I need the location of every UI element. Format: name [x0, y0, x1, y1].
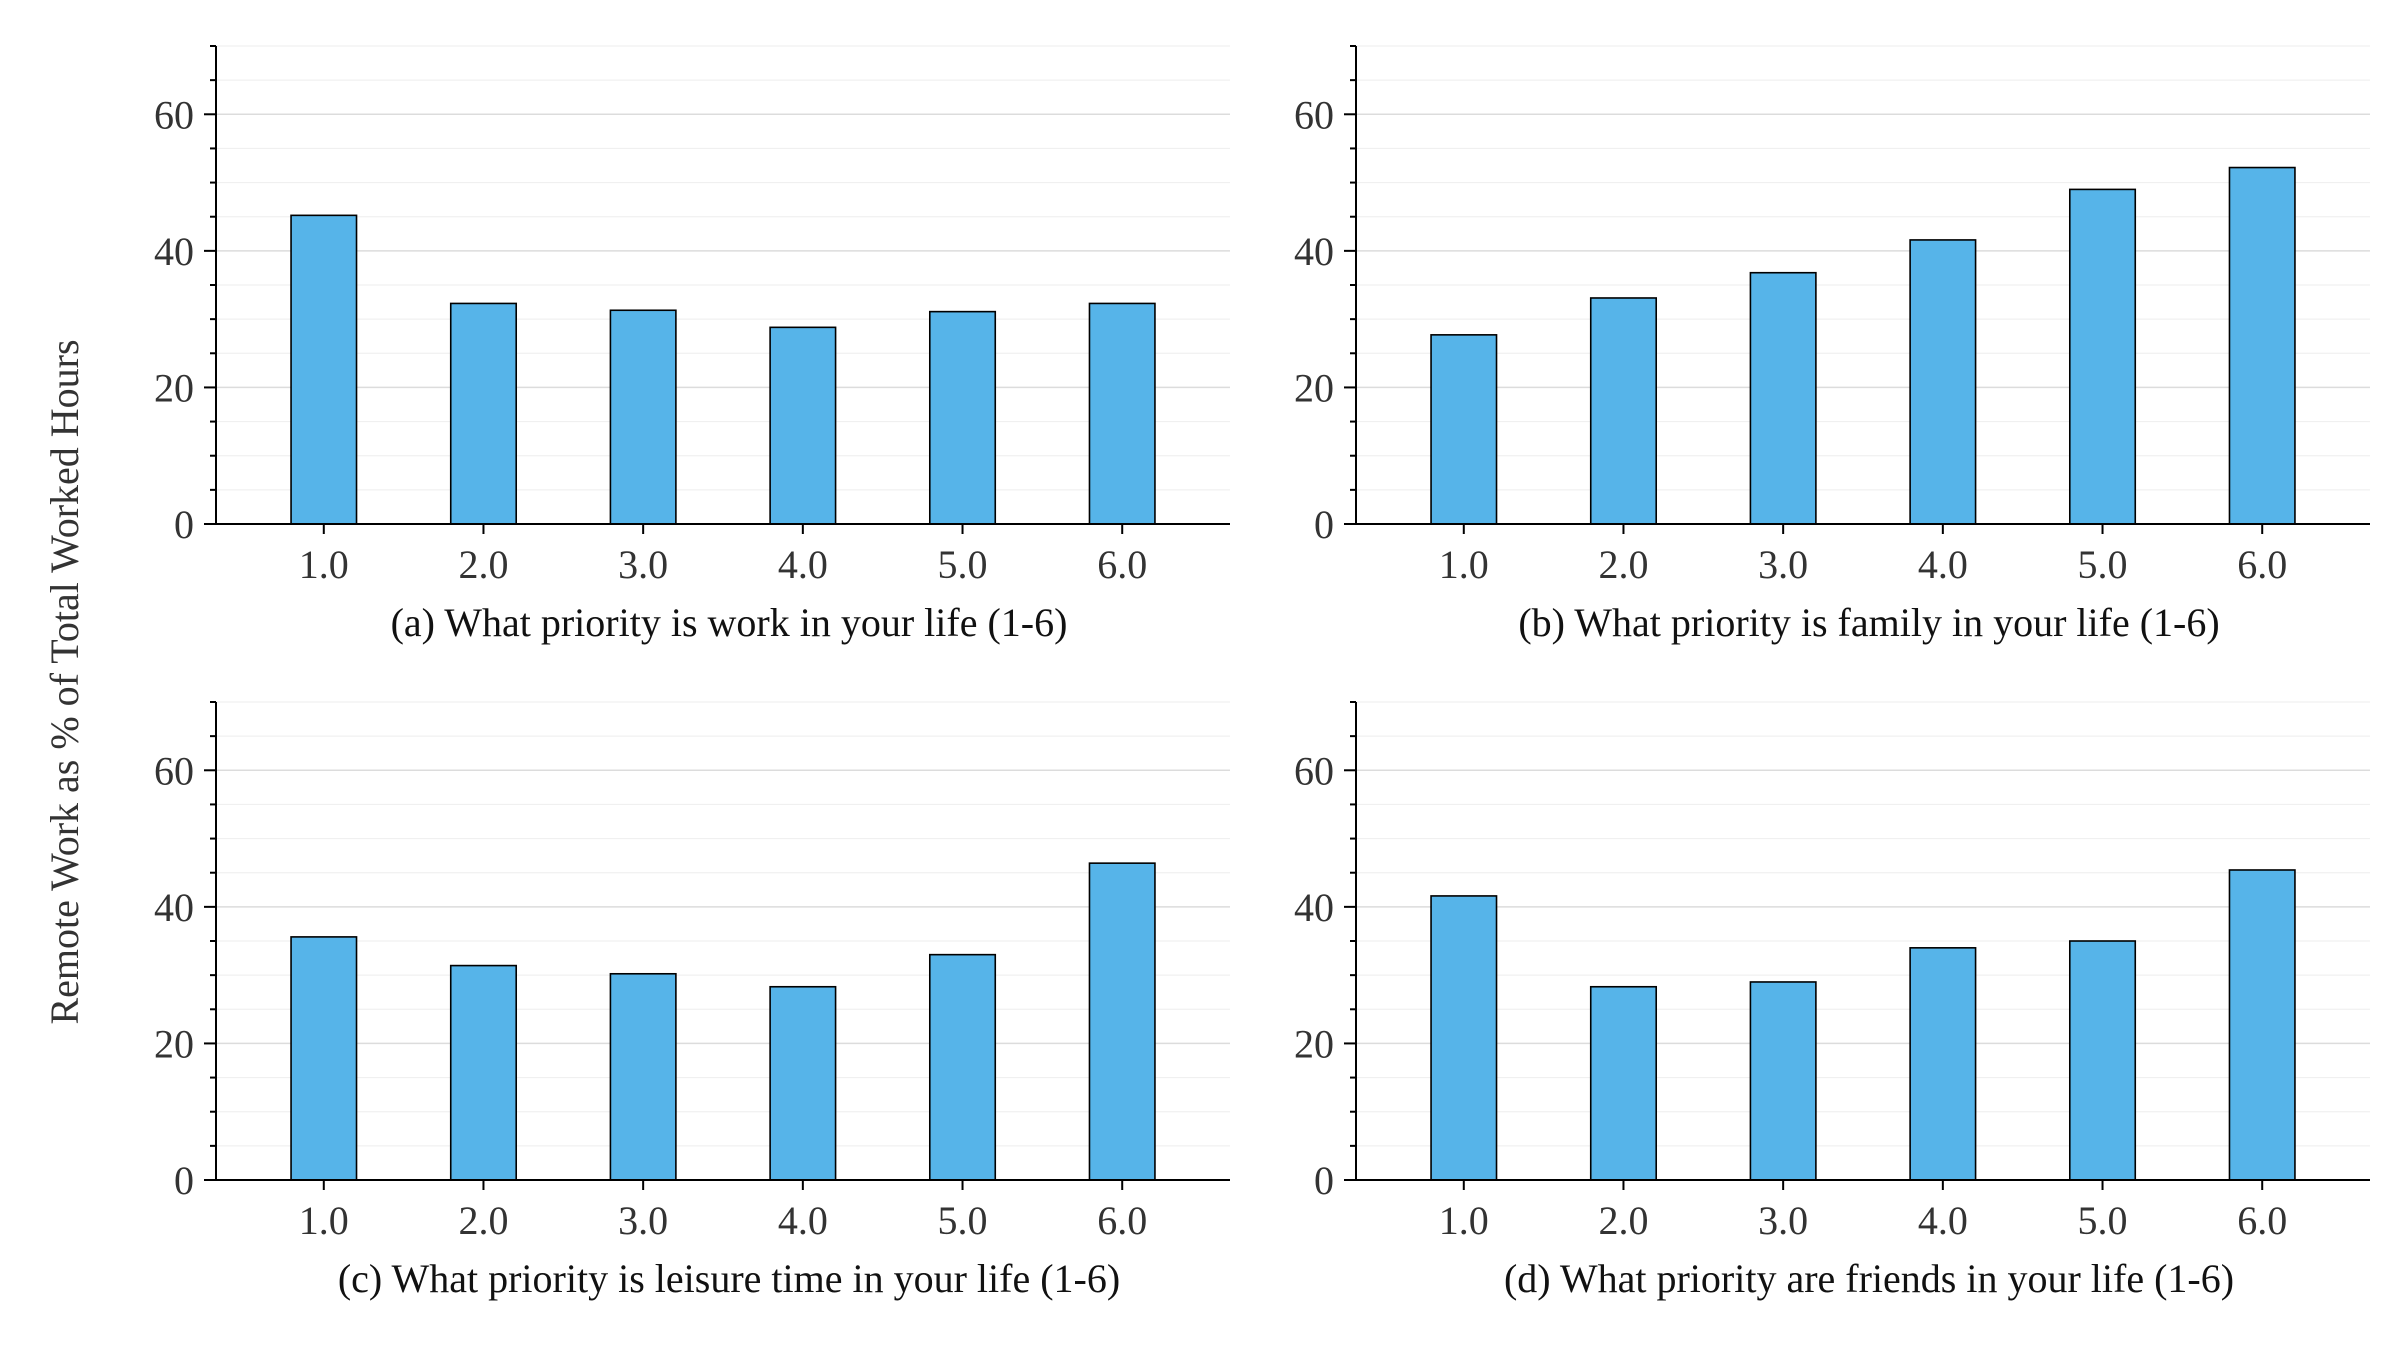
y-tick-label: 20 [154, 1021, 194, 1066]
x-tick-label: 6.0 [2237, 1198, 2287, 1243]
panel-caption-a: (a) What priority is work in your life (… [391, 600, 1068, 645]
bar-a-5.0 [928, 310, 997, 525]
bar-d-5.0 [2068, 940, 2137, 1181]
panel-caption-b: (b) What priority is family in your life… [1518, 600, 2219, 645]
bar-d-6.0 [2228, 869, 2296, 1181]
x-tick-label: 5.0 [2078, 542, 2128, 587]
bar-d-4.0 [1909, 947, 1977, 1181]
bar-a-2.0 [449, 302, 518, 525]
x-tick-label: 5.0 [938, 1198, 988, 1243]
bar-d-1.0 [1430, 895, 1498, 1181]
panel-b: 0 20 40 60 1.0 2.0 3.0 4.0 5.0 6.0 (b) What priori… [1294, 45, 2370, 645]
x-tick-label: 2.0 [1598, 1198, 1648, 1243]
x-tick-label: 6.0 [2237, 542, 2287, 587]
panel-d: 0 20 40 60 1.0 2.0 3.0 4.0 5.0 6.0(d) What priori… [1294, 701, 2370, 1301]
y-tick-label: 20 [1294, 1021, 1334, 1066]
bar-c-5.0 [928, 953, 997, 1181]
y-tick-label: 0 [1314, 502, 1334, 547]
bar-a-4.0 [769, 326, 837, 525]
x-tick-label: 2.0 [458, 542, 508, 587]
bar-c-2.0 [449, 964, 518, 1181]
x-tick-label: 3.0 [618, 1198, 668, 1243]
bar-b-5.0 [2068, 188, 2137, 525]
x-tick-label: 4.0 [778, 1198, 828, 1243]
x-tick-label: 3.0 [1758, 542, 1808, 587]
y-tick-label: 40 [154, 885, 194, 930]
bar-a-1.0 [290, 214, 358, 525]
y-tick-label: 0 [1314, 1158, 1334, 1203]
x-tick-label: 5.0 [2078, 1198, 2128, 1243]
x-tick-label: 4.0 [778, 542, 828, 587]
bar-c-3.0 [609, 972, 677, 1181]
panels: 0 20 40 60 1.0 2.0 3.0 4.0 5.0 6.0 (a) What priori… [154, 45, 2370, 1301]
x-tick-label: 6.0 [1097, 1198, 1147, 1243]
y-tick-label: 60 [154, 92, 194, 137]
y-tick-label: 40 [1294, 885, 1334, 930]
bar-d-3.0 [1749, 981, 1817, 1181]
y-tick-label: 20 [1294, 365, 1334, 410]
x-tick-label: 6.0 [1097, 542, 1147, 587]
bar-b-1.0 [1430, 334, 1498, 525]
panel-a: 0 20 40 60 1.0 2.0 3.0 4.0 5.0 6.0 (a) What priori… [154, 45, 1230, 645]
y-tick-label: 60 [1294, 748, 1334, 793]
x-tick-label: 3.0 [1758, 1198, 1808, 1243]
x-tick-label: 1.0 [1439, 1198, 1489, 1243]
panel-caption-c: (c) What priority is leisure time in you… [338, 1256, 1120, 1301]
y-tick-label: 60 [1294, 92, 1334, 137]
panel-caption-d: (d) What priority are friends in your li… [1504, 1256, 2234, 1301]
y-tick-label: 0 [174, 1158, 194, 1203]
y-tick-label: 60 [154, 748, 194, 793]
panel-c: 0 20 40 60 1.0 2.0 3.0 4.0 5.0 6.0 (c) What priori… [154, 701, 1230, 1301]
x-tick-label: 2.0 [458, 1198, 508, 1243]
y-tick-label: 20 [154, 365, 194, 410]
y-axis-label: Remote Work as % of Total Worked Hours [42, 339, 87, 1024]
x-tick-label: 4.0 [1918, 1198, 1968, 1243]
bar-b-2.0 [1589, 297, 1658, 525]
bar-d-2.0 [1589, 985, 1658, 1181]
x-tick-label: 1.0 [299, 1198, 349, 1243]
bar-a-6.0 [1088, 302, 1156, 525]
bar-c-1.0 [290, 936, 358, 1181]
x-tick-label: 1.0 [299, 542, 349, 587]
x-tick-label: 1.0 [1439, 542, 1489, 587]
bar-b-6.0 [2228, 166, 2296, 525]
y-tick-label: 0 [174, 502, 194, 547]
y-tick-label: 40 [1294, 229, 1334, 274]
bar-b-3.0 [1749, 271, 1817, 525]
x-tick-label: 3.0 [618, 542, 668, 587]
x-tick-label: 2.0 [1598, 542, 1648, 587]
bar-c-6.0 [1088, 862, 1156, 1181]
y-tick-label: 40 [154, 229, 194, 274]
bar-a-3.0 [609, 309, 677, 525]
x-tick-label: 5.0 [938, 542, 988, 587]
bar-b-4.0 [1909, 239, 1977, 525]
bar-c-4.0 [769, 985, 837, 1181]
x-tick-label: 4.0 [1918, 542, 1968, 587]
